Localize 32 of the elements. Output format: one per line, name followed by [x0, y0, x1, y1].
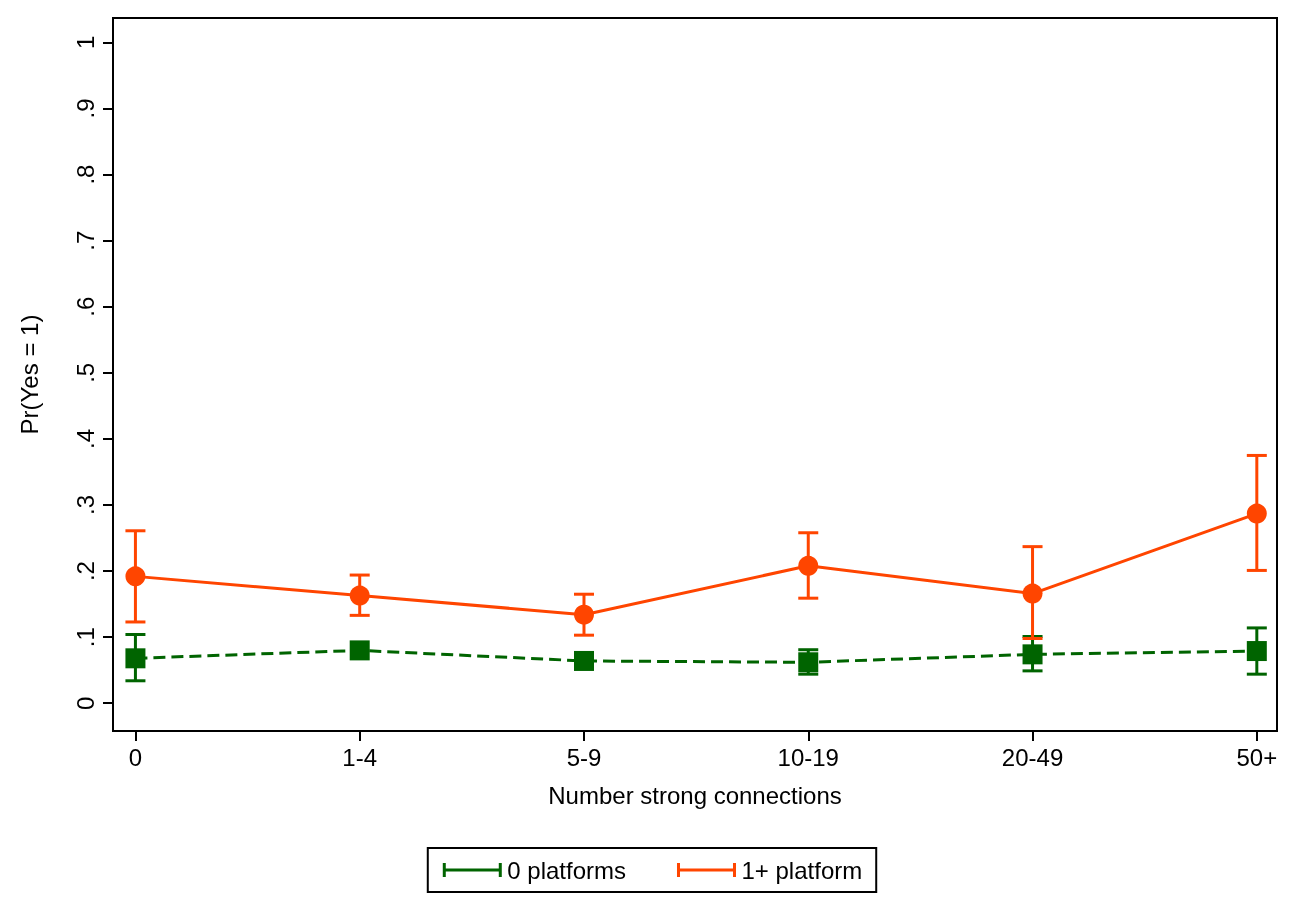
point: [1246, 503, 1267, 524]
y-tick-label: .5: [71, 362, 99, 383]
point: [798, 555, 819, 576]
y-tick-label: .1: [71, 627, 99, 648]
y-tick-label: .6: [71, 296, 99, 317]
x-tick-label: 0: [128, 743, 143, 771]
y-tick-label: .8: [71, 164, 99, 185]
y-tick-label: .3: [71, 495, 99, 516]
point: [125, 648, 146, 669]
point: [125, 566, 146, 587]
x-tick-label: 5-9: [566, 743, 602, 771]
legend-label: 1+ platform: [741, 856, 863, 884]
point: [1246, 641, 1267, 662]
y-tick-label: 0: [71, 696, 99, 710]
x-axis-title: Number strong connections: [548, 781, 842, 809]
point: [1022, 583, 1043, 604]
y-tick-label: .2: [71, 561, 99, 582]
y-tick-label: .9: [71, 98, 99, 119]
point: [349, 640, 370, 661]
x-tick-label: 20-49: [1001, 743, 1064, 771]
y-tick-label: 1: [71, 35, 99, 50]
point: [573, 650, 594, 671]
point: [1022, 644, 1043, 665]
point: [574, 604, 594, 625]
y-axis-title: Pr(Yes = 1): [15, 314, 43, 435]
y-tick-label: .4: [71, 428, 99, 449]
point: [349, 585, 370, 606]
legend-label: 0 platforms: [507, 856, 626, 884]
x-tick-label: 10-19: [777, 743, 839, 771]
y-tick-label: .7: [71, 230, 99, 251]
x-tick-label: 50+: [1236, 743, 1278, 771]
x-tick-label: 1-4: [342, 743, 378, 771]
